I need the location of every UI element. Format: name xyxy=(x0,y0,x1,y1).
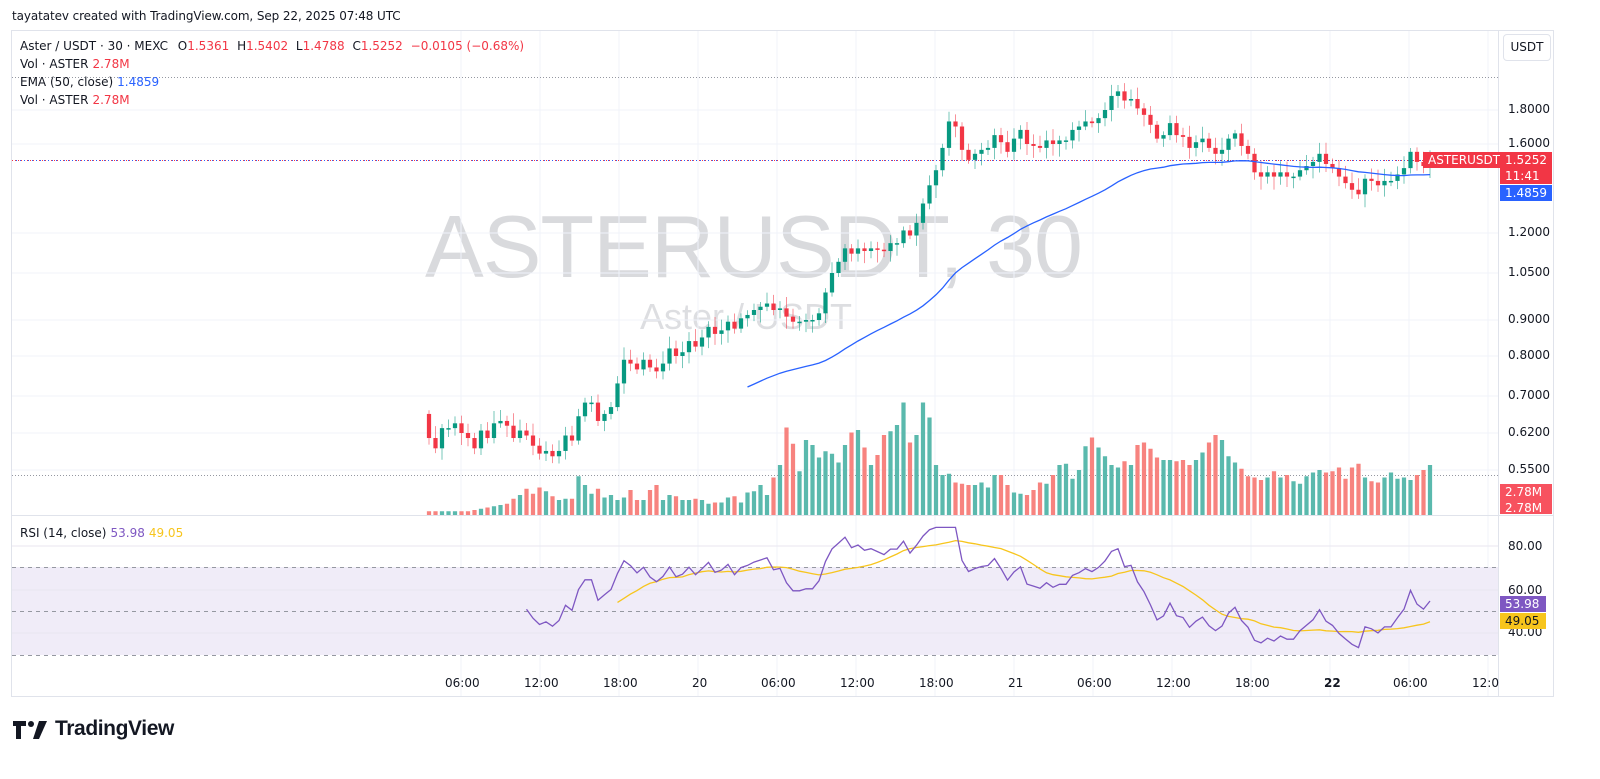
time-tick: 12:00 xyxy=(524,676,559,690)
time-tick: 18:00 xyxy=(919,676,954,690)
symbol-name: Aster / USDT · 30 · MEXC xyxy=(20,39,168,53)
last-price-tag: 1.5252 xyxy=(1500,152,1552,168)
symbol-legend[interactable]: Aster / USDT · 30 · MEXC O1.5361 H1.5402… xyxy=(20,39,525,53)
volume-tag: 2.78M xyxy=(1500,484,1552,500)
change-value: −0.0105 (−0.68%) xyxy=(410,39,525,53)
rsi-ma-tag: 49.05 xyxy=(1500,613,1546,629)
time-tick: 06:00 xyxy=(445,676,480,690)
tradingview-logo[interactable]: TradingView xyxy=(13,717,174,741)
volume-value-2: 2.78M xyxy=(92,93,130,107)
price-tick: 1.2000 xyxy=(1508,225,1550,239)
time-tick: 22 xyxy=(1324,676,1341,690)
time-tick: 12:00 xyxy=(840,676,875,690)
time-tick: 12:00 xyxy=(1156,676,1191,690)
time-tick: 06:00 xyxy=(1077,676,1112,690)
rsi-legend[interactable]: RSI (14, close) 53.98 49.05 xyxy=(20,526,184,540)
tradingview-logo-icon xyxy=(13,721,47,739)
symbol-watermark: ASTERUSDT, 30 xyxy=(425,197,1083,296)
time-tick: 18:00 xyxy=(1235,676,1270,690)
volume-legend-2[interactable]: Vol · ASTER 2.78M xyxy=(20,93,130,107)
price-tick: 1.6000 xyxy=(1508,136,1550,150)
chart-credit: tayatatev created with TradingView.com, … xyxy=(12,9,401,23)
low-value: 1.4788 xyxy=(302,39,345,53)
volume-tag-2: 2.78M xyxy=(1500,500,1552,514)
price-tick: 0.6200 xyxy=(1508,425,1550,439)
price-tick: 1.8000 xyxy=(1508,102,1550,116)
currency-unit-button[interactable]: USDT xyxy=(1503,34,1551,61)
ema-value: 1.4859 xyxy=(117,75,160,89)
close-value: 1.5252 xyxy=(360,39,403,53)
volume-legend[interactable]: Vol · ASTER 2.78M xyxy=(20,57,130,71)
price-tick: 0.8000 xyxy=(1508,348,1550,362)
time-tick: 12:0 xyxy=(1472,676,1499,690)
price-tick: 0.7000 xyxy=(1508,388,1550,402)
ema-price-tag: 1.4859 xyxy=(1500,185,1552,201)
bar-countdown-tag: 11:41 xyxy=(1500,168,1552,184)
rsi-ma-value: 49.05 xyxy=(148,526,184,540)
time-tick: 20 xyxy=(692,676,708,690)
open-value: 1.5361 xyxy=(187,39,230,53)
symbol-price-tag: ASTERUSDT xyxy=(1423,152,1506,168)
price-tick: 1.0500 xyxy=(1508,265,1550,279)
rsi-value: 53.98 xyxy=(110,526,145,540)
price-tick: 0.9000 xyxy=(1508,312,1550,326)
high-value: 1.5402 xyxy=(246,39,289,53)
rsi-tick: 60.00 xyxy=(1508,583,1543,597)
ema-legend[interactable]: EMA (50, close) 1.4859 xyxy=(20,75,160,89)
price-tick: 0.5500 xyxy=(1508,462,1550,476)
time-tick: 18:00 xyxy=(603,676,638,690)
time-tick: 21 xyxy=(1008,676,1024,690)
volume-value: 2.78M xyxy=(92,57,130,71)
time-tick: 06:00 xyxy=(1393,676,1428,690)
rsi-tick: 80.00 xyxy=(1508,539,1543,553)
chart-frame xyxy=(11,30,1554,697)
tradingview-logo-text: TradingView xyxy=(55,717,174,740)
rsi-tag: 53.98 xyxy=(1500,596,1546,612)
time-tick: 06:00 xyxy=(761,676,796,690)
